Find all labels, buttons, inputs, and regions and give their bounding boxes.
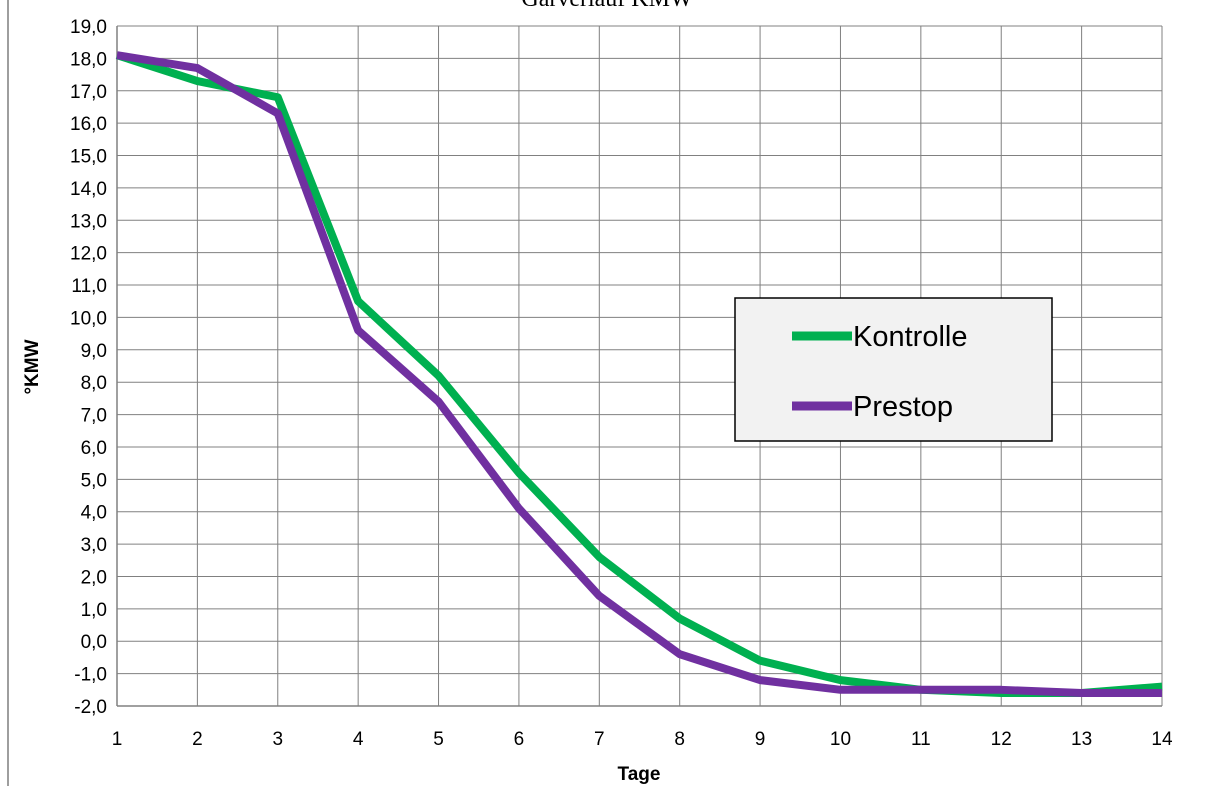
x-axis-title: Tage xyxy=(618,764,661,785)
y-tick-label: 16,0 xyxy=(70,114,107,135)
y-tick-label: 6,0 xyxy=(81,438,107,459)
x-tick-label: 2 xyxy=(192,729,203,750)
y-tick-label: 3,0 xyxy=(81,535,107,556)
y-tick-label: 17,0 xyxy=(70,82,107,103)
y-tick-label: 9,0 xyxy=(81,341,107,362)
x-tick-label: 7 xyxy=(594,729,605,750)
y-tick-label: 4,0 xyxy=(81,503,107,524)
y-tick-label: 1,0 xyxy=(81,600,107,621)
legend-box xyxy=(734,297,1053,442)
x-tick-label: 10 xyxy=(830,729,851,750)
y-axis-title: °KMW xyxy=(22,339,43,394)
x-tick-label: 6 xyxy=(514,729,525,750)
x-tick-label: 1 xyxy=(112,729,123,750)
series-line-prestop xyxy=(116,51,1162,698)
y-tick-label: 10,0 xyxy=(70,308,107,329)
y-tick-label: 7,0 xyxy=(81,406,107,427)
chart-title: Garverlauf KMW xyxy=(521,0,693,12)
y-tick-label: 2,0 xyxy=(81,567,107,588)
x-tick-label: 13 xyxy=(1071,729,1092,750)
x-tick-label: 11 xyxy=(911,729,931,750)
x-tick-label: 14 xyxy=(1151,729,1173,750)
y-tick-label: 5,0 xyxy=(81,470,107,491)
y-tick-label: 12,0 xyxy=(70,244,107,265)
y-tick-label: 15,0 xyxy=(70,147,107,168)
x-tick-label: 9 xyxy=(755,729,766,750)
y-tick-label: 11,0 xyxy=(71,276,107,297)
y-tick-label: 18,0 xyxy=(70,49,107,70)
y-tick-label: 13,0 xyxy=(70,211,107,232)
legend-label-prestop: Prestop xyxy=(853,391,953,423)
y-tick-label: 8,0 xyxy=(81,373,107,394)
legend: Kontrolle Prestop xyxy=(734,297,1053,442)
y-tick-label: 0,0 xyxy=(81,632,107,653)
y-tick-label: -2,0 xyxy=(74,697,107,718)
x-tick-label: 12 xyxy=(991,729,1012,750)
plot-area: -2,0 -1,0 0,0 1,0 2,0 3,0 4,0 5,0 6,0 7,0 8,0 9,0 10… xyxy=(70,17,1173,750)
x-tick-label: 4 xyxy=(353,729,364,750)
y-tick-label: 19,0 xyxy=(70,17,107,38)
x-tick-label: 3 xyxy=(272,729,283,750)
x-tick-label: 8 xyxy=(674,729,685,750)
y-tick-label: 14,0 xyxy=(70,179,107,200)
legend-label-kontrolle: Kontrolle xyxy=(853,321,967,353)
y-tick-label: -1,0 xyxy=(74,665,107,686)
x-tick-label: 5 xyxy=(433,729,444,750)
